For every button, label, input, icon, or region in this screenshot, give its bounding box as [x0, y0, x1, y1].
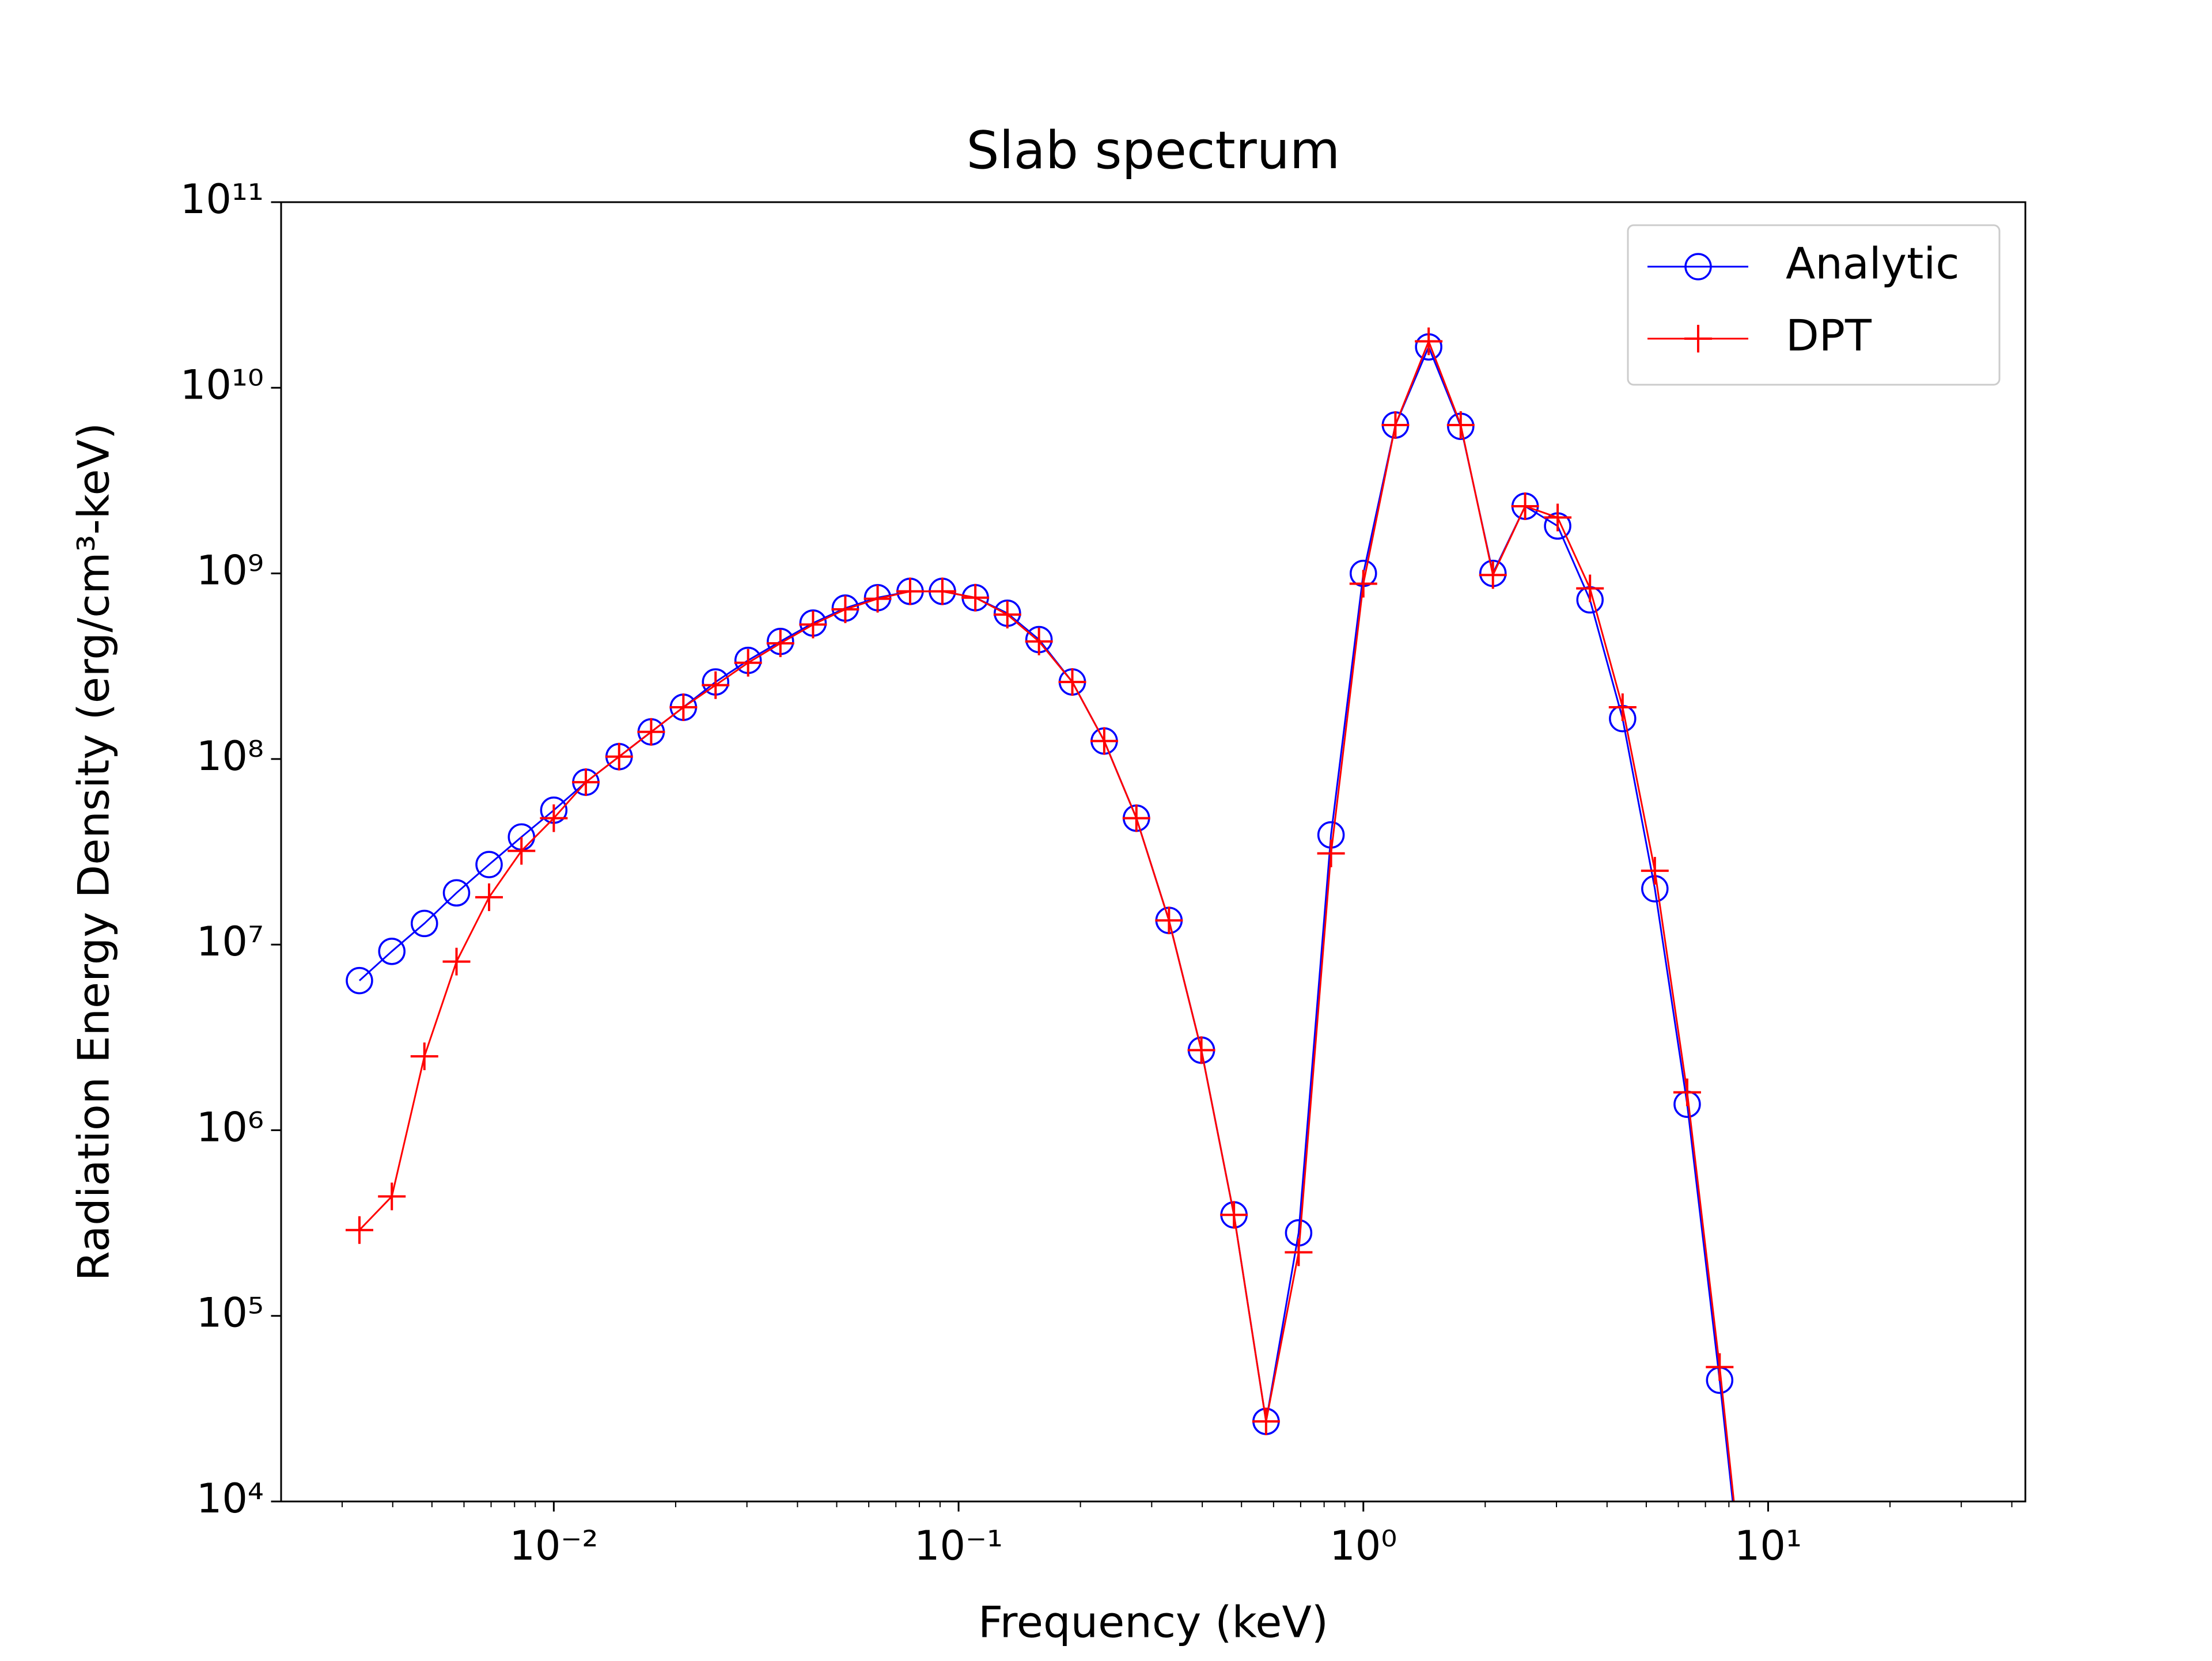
legend: Analytic DPT	[1628, 225, 1999, 385]
legend-label: Analytic	[1786, 238, 1960, 289]
x-tick-label: 10⁻²	[509, 1522, 598, 1569]
x-tick-label: 10⁻¹	[914, 1522, 1003, 1569]
x-axis-label: Frequency (keV)	[978, 1597, 1328, 1648]
x-tick-label: 10⁰	[1330, 1522, 1397, 1569]
y-tick-label: 10¹⁰	[180, 361, 264, 408]
legend-label: DPT	[1786, 310, 1872, 361]
y-tick-label: 10⁸	[196, 733, 264, 780]
y-tick-label: 10⁶	[196, 1103, 264, 1151]
chart-title: Slab spectrum	[967, 120, 1340, 181]
y-tick-label: 10⁴	[196, 1475, 264, 1522]
y-tick-label: 10⁵	[196, 1290, 264, 1337]
y-tick-label: 10⁹	[196, 547, 264, 594]
x-tick-label: 10¹	[1734, 1522, 1802, 1569]
y-axis-label: Radiation Energy Density (erg/cm³-keV)	[69, 423, 119, 1281]
y-tick-label: 10⁷	[196, 918, 264, 965]
y-tick-label: 10¹¹	[180, 176, 264, 223]
